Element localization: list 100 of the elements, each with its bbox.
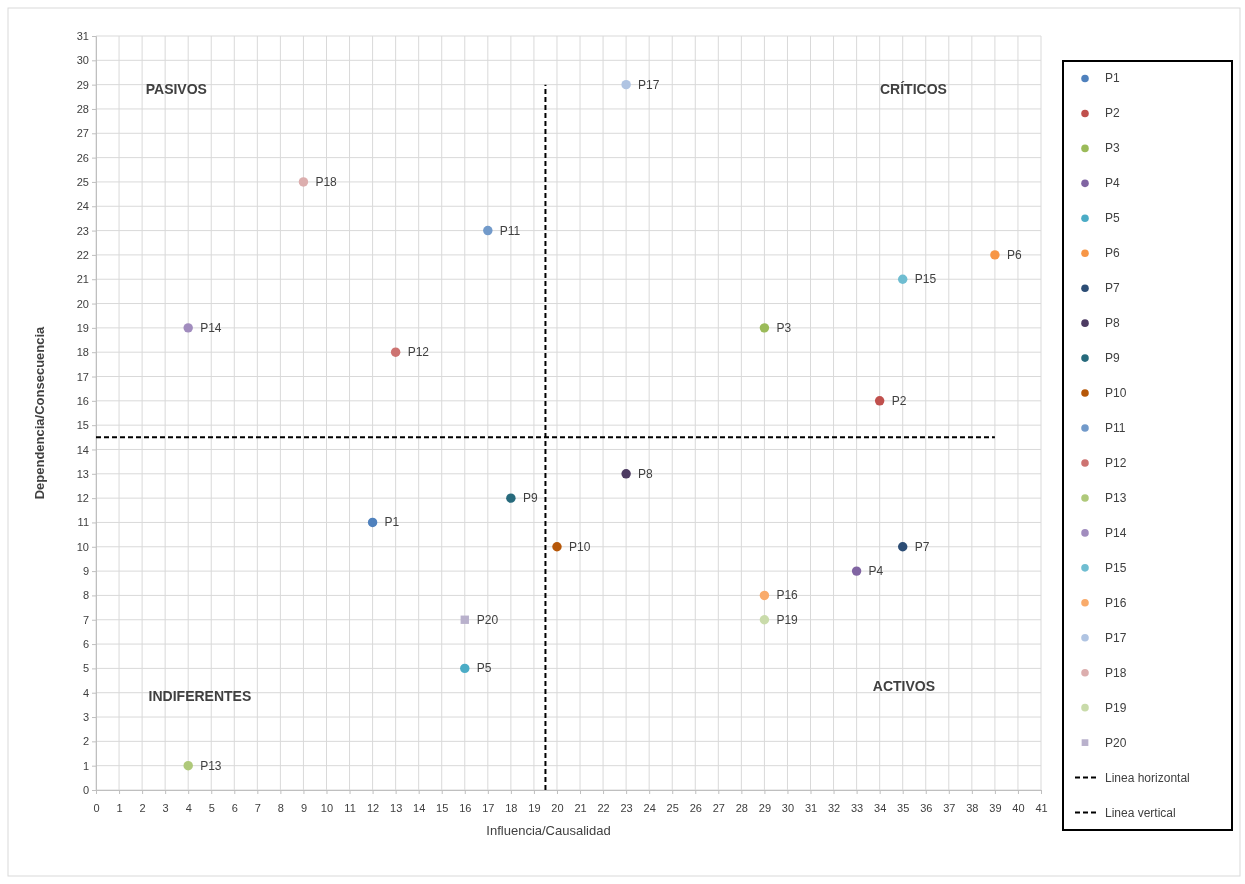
text: P1: [384, 515, 400, 530]
text: P18: [315, 174, 337, 189]
y-tick-label: 30: [76, 54, 89, 67]
text: P17: [638, 77, 660, 92]
x-tick-label: 9: [300, 802, 307, 815]
y-tick-label: 9: [82, 565, 89, 578]
point: [298, 177, 309, 187]
x-tick-label: 41: [1035, 802, 1048, 815]
y-tick-label: 5: [82, 662, 89, 675]
text: P10: [568, 539, 591, 554]
y-tick-label: 22: [76, 248, 89, 261]
point: [851, 566, 862, 576]
y-tick-label: 26: [76, 151, 89, 164]
y-tick-label: 17: [76, 370, 89, 383]
point: [874, 396, 885, 406]
text: P8: [638, 466, 653, 481]
legend-label: P9: [1105, 351, 1120, 366]
y-tick-label: 21: [76, 273, 89, 286]
y-tick-label: 14: [76, 443, 89, 456]
x-tick-label: 27: [712, 802, 725, 815]
x-tick-label: 10: [320, 802, 334, 815]
x-tick-label: 12: [366, 802, 380, 815]
legend-label: P2: [1105, 106, 1120, 121]
text: P4: [868, 564, 884, 579]
legend-label: P20: [1105, 735, 1127, 750]
y-tick-label: 0: [82, 784, 89, 797]
x-tick-label: 34: [874, 802, 887, 815]
point: [460, 615, 469, 624]
x-tick-label: 4: [185, 802, 192, 815]
point: [990, 250, 1000, 260]
y-tick-label: 3: [82, 711, 89, 724]
y-tick-label: 19: [76, 321, 89, 334]
x-tick-label: 35: [897, 802, 910, 815]
x-tick-label: 25: [666, 802, 679, 815]
x-tick-label: 2: [139, 802, 146, 815]
x-tick-label: 18: [505, 802, 518, 815]
x-tick-label: 40: [1012, 802, 1025, 815]
legend-label: P10: [1105, 386, 1127, 401]
point: [897, 542, 908, 552]
y-tick-label: 11: [77, 516, 89, 529]
legend-label: P12: [1105, 455, 1127, 470]
y-tick-label: 20: [76, 297, 89, 310]
y-tick-label: 28: [76, 102, 89, 115]
x-tick-label: 24: [643, 802, 656, 815]
point: [390, 347, 401, 357]
point: [621, 79, 631, 90]
x-tick-label: 33: [850, 802, 864, 815]
text: P7: [914, 539, 930, 554]
y-tick-label: 10: [76, 540, 89, 553]
x-tick-label: 17: [482, 802, 495, 815]
y-tick-label: 1: [82, 759, 89, 772]
annotation: CRÍTICOS: [879, 80, 947, 97]
y-tick-label: 18: [76, 346, 89, 359]
point: [552, 542, 562, 552]
y-tick-label: 4: [82, 686, 89, 699]
x-tick-label: 36: [920, 802, 933, 815]
text: P12: [407, 345, 429, 360]
text: P13: [200, 758, 222, 773]
y-tick-label: 24: [76, 200, 89, 213]
x-tick-label: 22: [597, 802, 610, 815]
x-tick-label: 20: [551, 802, 564, 815]
y-tick-label: 7: [82, 613, 89, 626]
y-axis-title: Dependencia/Consecuencia: [32, 325, 47, 500]
y-tick-label: 16: [76, 394, 89, 407]
x-tick-label: 38: [966, 802, 979, 815]
x-tick-label: 14: [413, 802, 426, 815]
point: [460, 663, 470, 674]
legend-label: P17: [1105, 630, 1127, 645]
y-tick-label: 29: [76, 78, 89, 91]
x-axis-title: Influencia/Causalidad: [486, 823, 611, 838]
annotation: PASIVOS: [145, 80, 207, 97]
point: [483, 225, 493, 236]
legend-label: P14: [1105, 525, 1127, 540]
legend-label: P19: [1105, 700, 1127, 715]
x-tick-label: 29: [758, 802, 772, 815]
x-tick-label: 19: [528, 802, 541, 815]
x-tick-label: 5: [208, 802, 215, 815]
legend-label: P5: [1105, 211, 1120, 226]
x-tick-label: 6: [231, 802, 238, 815]
point: [506, 493, 516, 503]
legend-label: P18: [1105, 665, 1127, 680]
text: P2: [891, 393, 907, 408]
x-tick-label: 37: [943, 802, 956, 815]
text: P3: [776, 320, 792, 335]
legend-label: P3: [1105, 141, 1120, 156]
x-tick-label: 8: [277, 802, 284, 815]
text: P5: [476, 661, 492, 676]
y-tick-label: 2: [82, 735, 89, 748]
x-tick-label: 7: [254, 802, 261, 815]
x-tick-label: 13: [390, 802, 403, 815]
legend-label: Linea horizontal: [1105, 770, 1190, 785]
legend-label: P4: [1105, 176, 1120, 191]
x-tick-label: 28: [735, 802, 748, 815]
y-tick-label: 25: [76, 175, 89, 188]
x-tick-label: 23: [620, 802, 633, 815]
annotation: INDIFERENTES: [148, 687, 252, 704]
y-tick-label: 13: [76, 467, 89, 480]
point: [183, 760, 193, 771]
legend-label: P16: [1105, 595, 1127, 610]
point: [759, 615, 770, 625]
